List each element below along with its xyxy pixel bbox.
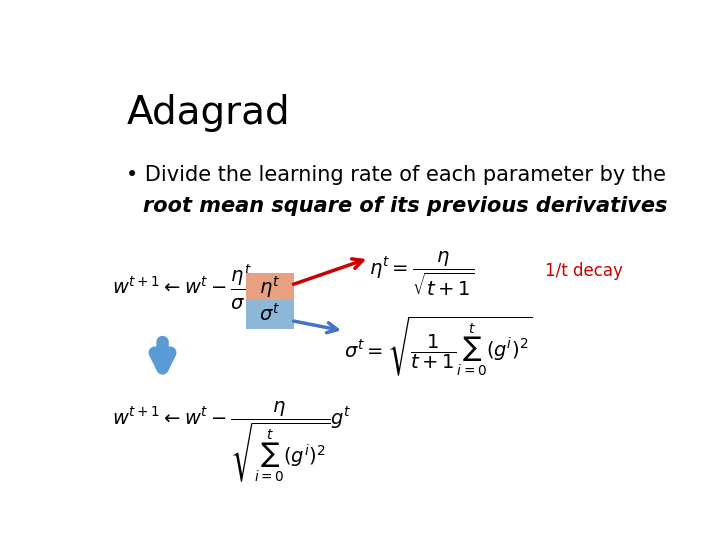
Text: $\eta^t$: $\eta^t$ xyxy=(259,274,281,300)
Text: 1/t decay: 1/t decay xyxy=(545,262,623,280)
Text: $w^{t+1} \leftarrow w^t - \dfrac{\eta^t}{\sigma^t}g^t$: $w^{t+1} \leftarrow w^t - \dfrac{\eta^t}… xyxy=(112,262,274,312)
Text: root mean square of its previous derivatives: root mean square of its previous derivat… xyxy=(143,196,667,216)
Text: $\eta^t = \dfrac{\eta}{\sqrt{t+1}}$: $\eta^t = \dfrac{\eta}{\sqrt{t+1}}$ xyxy=(369,250,474,298)
FancyBboxPatch shape xyxy=(246,273,294,302)
Text: $w^{t+1} \leftarrow w^t - \dfrac{\eta}{\sqrt{\sum_{i=0}^{t}(g^i)^2}}g^t$: $w^{t+1} \leftarrow w^t - \dfrac{\eta}{\… xyxy=(112,400,352,484)
Text: Adagrad: Adagrad xyxy=(126,94,290,132)
FancyBboxPatch shape xyxy=(246,300,294,329)
Text: • Divide the learning rate of each parameter by the: • Divide the learning rate of each param… xyxy=(126,165,666,185)
Text: $\sigma^t$: $\sigma^t$ xyxy=(259,303,281,325)
Text: $\sigma^t = \sqrt{\dfrac{1}{t+1}\sum_{i=0}^{t}(g^i)^2}$: $\sigma^t = \sqrt{\dfrac{1}{t+1}\sum_{i=… xyxy=(344,314,533,378)
